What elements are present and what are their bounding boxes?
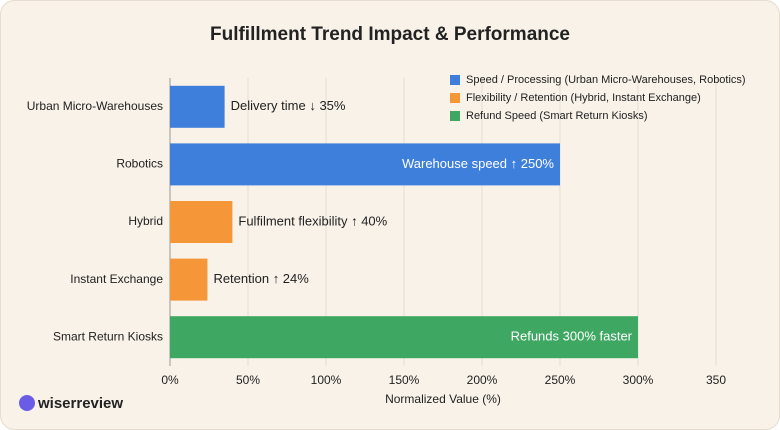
legend-label: Flexibility / Retention (Hybrid, Instant… [466, 92, 701, 104]
legend-swatch [450, 111, 460, 121]
x-tick-label: 50% [236, 373, 260, 387]
x-axis-title: Normalized Value (%) [385, 392, 501, 406]
value-label: Refunds 300% faster [511, 329, 633, 344]
value-label: Delivery time ↓ 35% [231, 98, 346, 113]
y-tick-label: Urban Micro-Warehouses [27, 99, 163, 113]
x-tick-label: 250% [545, 373, 576, 387]
x-tick-label: 350 [706, 373, 726, 387]
legend-swatch [450, 75, 460, 85]
value-label: Retention ↑ 24% [213, 271, 309, 286]
bar [170, 316, 638, 359]
bar [170, 143, 560, 186]
value-label: Warehouse speed ↑ 250% [402, 156, 554, 171]
x-tick-label: 300% [623, 373, 654, 387]
bar [170, 85, 225, 128]
bar [170, 258, 208, 301]
brand-logo [19, 395, 35, 411]
x-tick-label: 100% [311, 373, 342, 387]
legend-label: Refund Speed (Smart Return Kiosks) [466, 110, 648, 122]
x-tick-label: 150% [389, 373, 420, 387]
y-tick-label: Smart Return Kiosks [53, 329, 163, 343]
chart-title: Fulfillment Trend Impact & Performance [210, 24, 570, 45]
x-tick-label: 0% [161, 373, 179, 387]
bar [170, 201, 233, 243]
legend-swatch [450, 93, 460, 103]
brand-name: wiserreview [37, 395, 123, 412]
y-tick-label: Hybrid [128, 214, 163, 228]
legend-label: Speed / Processing (Urban Micro-Warehous… [466, 74, 746, 86]
value-label: Fulfilment flexibility ↑ 40% [238, 213, 387, 228]
y-tick-label: Instant Exchange [70, 272, 163, 286]
y-tick-label: Robotics [116, 157, 163, 171]
x-tick-label: 200% [467, 373, 498, 387]
